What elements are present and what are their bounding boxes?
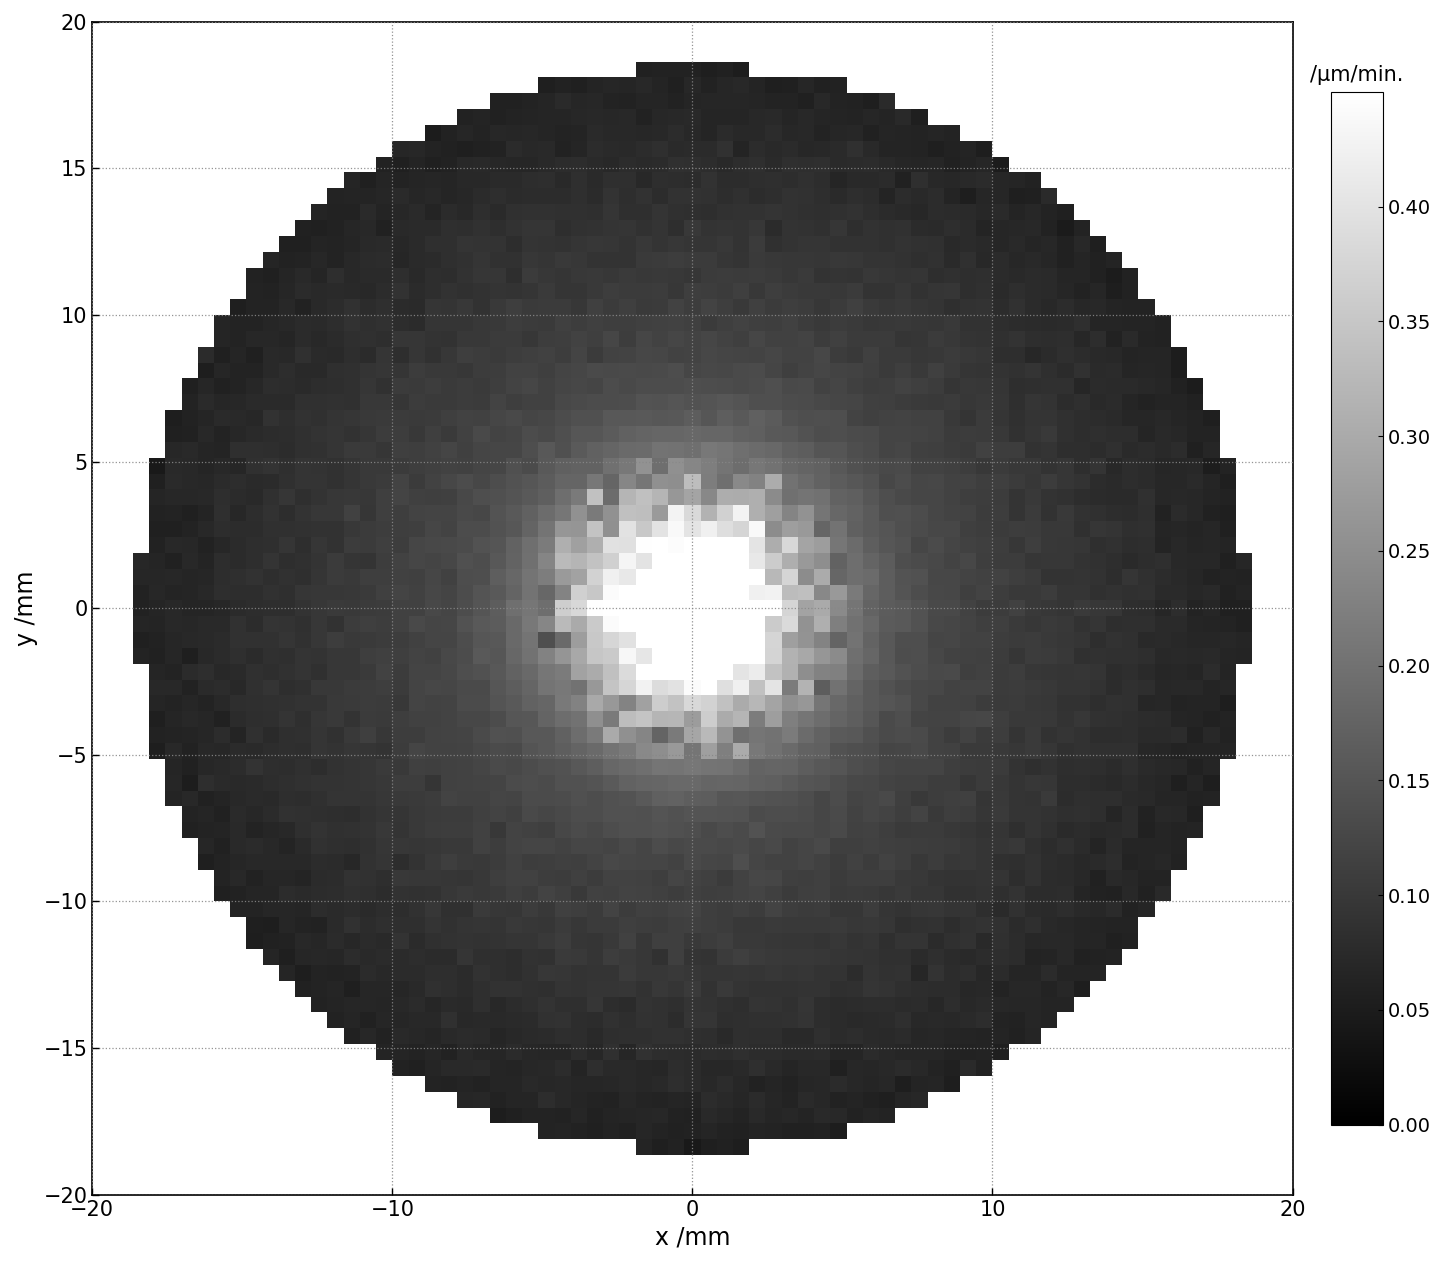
- Title: /μm/min.: /μm/min.: [1311, 64, 1403, 85]
- X-axis label: x /mm: x /mm: [655, 1225, 730, 1249]
- Y-axis label: y /mm: y /mm: [14, 571, 38, 647]
